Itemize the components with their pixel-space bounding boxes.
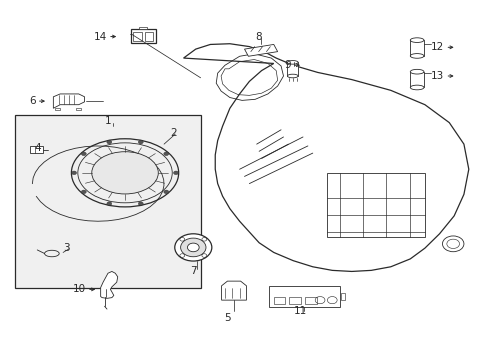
Bar — [133, 32, 142, 41]
Bar — [409, 72, 423, 87]
Circle shape — [81, 152, 86, 156]
Text: 12: 12 — [430, 42, 444, 52]
Bar — [30, 146, 42, 153]
Circle shape — [180, 238, 205, 257]
Text: 6: 6 — [29, 96, 36, 106]
Circle shape — [107, 202, 111, 206]
Bar — [55, 108, 60, 110]
Ellipse shape — [92, 152, 158, 194]
Text: 9: 9 — [284, 60, 290, 70]
Circle shape — [163, 190, 168, 194]
Text: 5: 5 — [224, 313, 230, 323]
Polygon shape — [221, 281, 246, 300]
Bar — [340, 293, 344, 300]
Circle shape — [173, 171, 178, 175]
Bar — [15, 116, 200, 288]
Bar — [76, 108, 81, 110]
Circle shape — [187, 243, 199, 252]
Bar — [139, 27, 147, 30]
Ellipse shape — [409, 69, 423, 74]
Text: 3: 3 — [63, 243, 70, 253]
Text: 14: 14 — [94, 32, 107, 41]
Polygon shape — [131, 29, 156, 43]
Circle shape — [174, 234, 211, 261]
Polygon shape — [53, 94, 84, 108]
Bar — [273, 297, 285, 304]
Text: 10: 10 — [73, 284, 86, 294]
Text: 8: 8 — [254, 32, 261, 41]
Bar — [409, 40, 423, 56]
Bar — [268, 286, 339, 307]
Ellipse shape — [287, 74, 298, 78]
Text: 2: 2 — [170, 129, 177, 138]
Bar — [305, 297, 316, 304]
Circle shape — [163, 152, 168, 156]
Circle shape — [72, 171, 76, 175]
Bar — [327, 173, 424, 237]
Circle shape — [138, 140, 143, 144]
Text: 11: 11 — [293, 306, 306, 316]
Ellipse shape — [409, 85, 423, 90]
Bar — [144, 32, 153, 41]
Text: 7: 7 — [190, 266, 196, 276]
Ellipse shape — [409, 54, 423, 58]
Bar — [289, 297, 301, 304]
Text: 1: 1 — [104, 116, 111, 126]
Circle shape — [138, 202, 143, 206]
Bar — [287, 62, 298, 76]
Polygon shape — [101, 271, 118, 298]
Text: 13: 13 — [430, 71, 444, 81]
Circle shape — [81, 190, 86, 194]
Polygon shape — [244, 44, 277, 56]
Text: 4: 4 — [34, 143, 41, 153]
Circle shape — [107, 140, 111, 144]
Ellipse shape — [287, 60, 298, 64]
Ellipse shape — [409, 38, 423, 42]
